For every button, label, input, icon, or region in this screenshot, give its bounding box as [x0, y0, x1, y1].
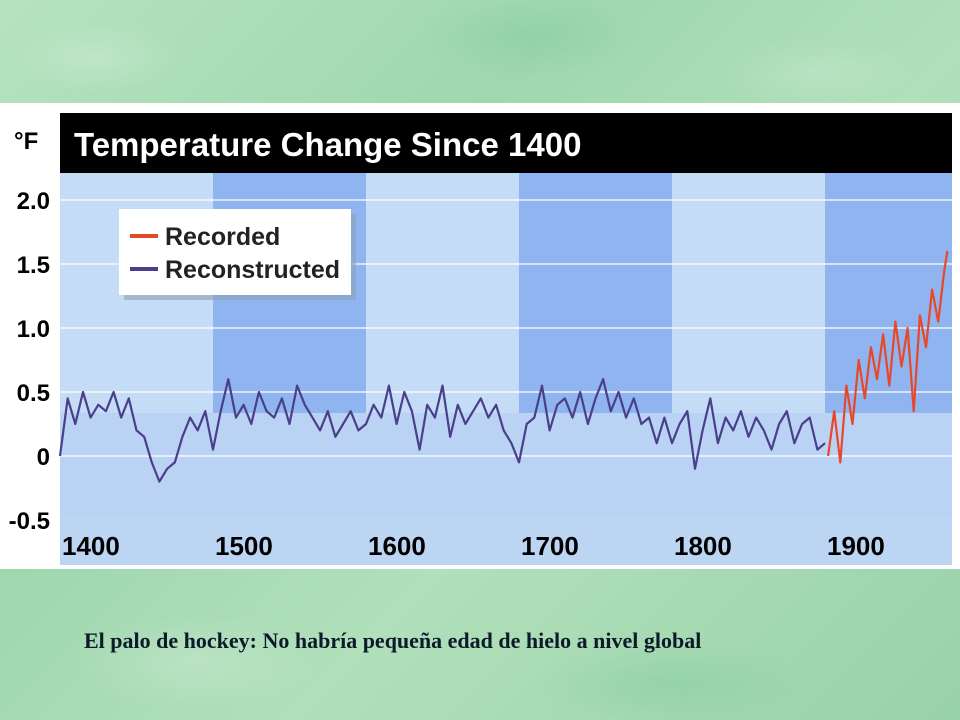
y-tick-label: 0.5	[17, 380, 50, 407]
y-axis-ticks: 2.0 1.5 1.0 0.5 0 -0.5	[9, 188, 50, 535]
band-upper	[519, 173, 672, 413]
legend-label-recorded: Recorded	[165, 223, 280, 251]
band-upper	[366, 173, 519, 413]
legend-label-reconstructed: Reconstructed	[165, 256, 340, 284]
x-axis-band	[60, 518, 952, 565]
y-axis-unit-label: °F	[14, 128, 38, 155]
series-line-reconstructed	[58, 378, 826, 483]
title-bar-background	[60, 113, 952, 173]
y-tick-label: -0.5	[9, 508, 50, 535]
legend: Recorded Reconstructed	[119, 209, 356, 300]
x-tick-label: 1500	[215, 531, 273, 561]
title-bar: Temperature Change Since 1400	[60, 113, 952, 173]
y-tick-label: 0	[37, 444, 50, 471]
temperature-chart: Temperature Change Since 1400 °F 2.0 1.5 1…	[9, 113, 952, 565]
x-tick-label: 1600	[368, 531, 426, 561]
x-tick-label: 1400	[62, 531, 120, 561]
y-tick-label: 1.5	[17, 252, 50, 279]
x-tick-label: 1900	[827, 531, 885, 561]
series-line-recorded	[827, 251, 949, 464]
band-lower	[519, 413, 672, 518]
chart-panel: Temperature Change Since 1400 °F 2.0 1.5 1…	[0, 103, 960, 569]
x-tick-label: 1700	[521, 531, 579, 561]
band-lower	[213, 413, 366, 518]
y-tick-label: 2.0	[17, 188, 50, 215]
y-tick-label: 1.0	[17, 316, 50, 343]
legend-box	[119, 209, 351, 295]
band-upper	[672, 173, 825, 413]
band-lower	[366, 413, 519, 518]
series-lines	[58, 251, 949, 483]
band-lower	[825, 413, 952, 518]
slide-caption: El palo de hockey: No habría pequeña eda…	[84, 628, 702, 653]
x-axis-ticks: 1400 1500 1600 1700 1800 1900	[62, 531, 885, 561]
x-tick-label: 1800	[674, 531, 732, 561]
x-axis-strip	[60, 518, 952, 565]
chart-title: Temperature Change Since 1400	[74, 126, 581, 163]
